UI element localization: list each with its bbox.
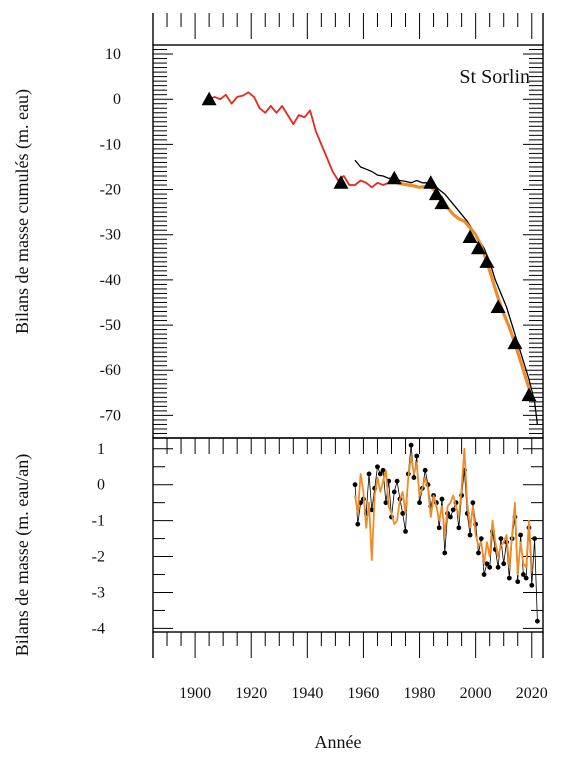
- data-point: [383, 500, 389, 506]
- x-tick-labels: 1900 1920 1940 1960 1980 2000 2020: [179, 685, 548, 702]
- series-line-1: [354, 447, 533, 576]
- data-point: [481, 572, 487, 577]
- data-point: [414, 453, 420, 459]
- data-point: [520, 572, 526, 577]
- x-tick-label: 1900: [179, 685, 211, 702]
- data-point: [439, 496, 445, 502]
- bottom-series: [352, 442, 540, 624]
- data-point: [391, 489, 397, 495]
- data-point: [523, 575, 529, 581]
- data-point: [518, 532, 523, 538]
- data-point: [534, 618, 540, 624]
- y-tick-label: -50: [100, 317, 121, 334]
- x-tick-label: 1940: [291, 685, 323, 702]
- top-series: [208, 91, 539, 425]
- triangle-marker: [434, 195, 450, 210]
- triangle-marker: [521, 387, 537, 402]
- data-point: [436, 525, 442, 531]
- data-point: [529, 582, 535, 588]
- y-tick-label: -40: [100, 272, 121, 289]
- bottom-y-tick-labels: 1 0 -1 -2 -3 -4: [92, 441, 105, 638]
- data-point: [377, 471, 383, 477]
- y-tick-label: -30: [100, 227, 121, 244]
- triangle-marker: [462, 229, 478, 243]
- data-point: [467, 532, 473, 538]
- triangle-marker: [386, 170, 402, 185]
- bottom-y-axis-title: Bilans de masse (m. eau/an): [12, 454, 33, 656]
- glacier-name-label: St Sorlin: [459, 66, 530, 88]
- data-point: [422, 467, 428, 473]
- data-point: [394, 478, 400, 484]
- data-point: [450, 507, 456, 513]
- y-tick-label: 1: [97, 441, 105, 458]
- y-tick-label: -20: [100, 182, 121, 199]
- triangle-marker: [428, 186, 444, 201]
- data-point: [506, 575, 512, 581]
- data-point: [352, 482, 358, 488]
- bottom-minor-ticks: [152, 448, 544, 658]
- y-tick-label: -60: [100, 362, 121, 379]
- data-point: [448, 514, 453, 520]
- data-point: [411, 475, 417, 480]
- triangle-marker: [470, 240, 486, 255]
- annual-balance-panel: 1 0 -1 -2 -3 -4 Bilans de masse (m. eau/an): [12, 437, 544, 658]
- data-point: [380, 467, 386, 473]
- data-point: [487, 564, 493, 570]
- data-point: [498, 536, 504, 541]
- data-point: [476, 550, 481, 556]
- y-tick-label: -4: [92, 620, 105, 637]
- data-point: [478, 536, 484, 541]
- y-tick-label: 10: [105, 46, 121, 63]
- y-tick-label: -1: [92, 513, 105, 530]
- top-minor-ticks: [152, 13, 544, 454]
- y-tick-label: -70: [100, 407, 121, 424]
- x-tick-label: 1980: [404, 685, 436, 702]
- y-tick-label: -3: [92, 584, 105, 601]
- y-tick-label: 0: [113, 91, 121, 108]
- triangle-marker: [490, 299, 506, 313]
- y-tick-label: -2: [92, 549, 105, 566]
- survey-markers: [201, 91, 537, 402]
- series-line-1: [354, 159, 539, 425]
- top-y-tick-labels: 10 0 -10 -20 -30 -40 -50 -60 -70: [100, 46, 121, 424]
- series-line-0: [208, 91, 395, 189]
- triangle-marker: [201, 91, 217, 106]
- bottom-plot-frame: [152, 437, 544, 633]
- data-point: [355, 521, 361, 527]
- y-tick-label: -10: [100, 136, 121, 153]
- data-point: [456, 525, 462, 531]
- data-point: [501, 561, 507, 567]
- triangle-marker: [507, 335, 523, 350]
- data-point: [408, 442, 414, 448]
- data-point: [403, 529, 408, 534]
- data-point: [532, 536, 537, 541]
- data-point: [369, 507, 375, 513]
- data-point: [400, 511, 406, 516]
- cumulative-balance-panel: 10 0 -10 -20 -30 -40 -50 -60 -70 St Sorlin Bilan…: [12, 13, 544, 454]
- data-point: [442, 550, 448, 556]
- data-point: [417, 500, 422, 506]
- data-point: [495, 564, 501, 570]
- triangle-marker: [423, 175, 439, 189]
- data-point: [470, 500, 476, 506]
- x-tick-label: 1960: [347, 685, 379, 702]
- data-point: [366, 471, 372, 477]
- data-point: [375, 464, 380, 470]
- triangle-marker: [479, 254, 495, 268]
- x-tick-label: 2020: [516, 685, 548, 702]
- top-y-axis-title: Bilans de masse cumulés (m. eau): [12, 89, 33, 334]
- triangle-marker: [333, 175, 349, 189]
- data-point: [484, 561, 490, 567]
- x-tick-label: 2000: [460, 685, 492, 702]
- data-point: [515, 579, 521, 585]
- y-tick-label: 0: [97, 477, 105, 494]
- x-axis-title: Année: [315, 732, 362, 752]
- series-line-2: [390, 179, 534, 398]
- x-tick-label: 1920: [235, 685, 267, 702]
